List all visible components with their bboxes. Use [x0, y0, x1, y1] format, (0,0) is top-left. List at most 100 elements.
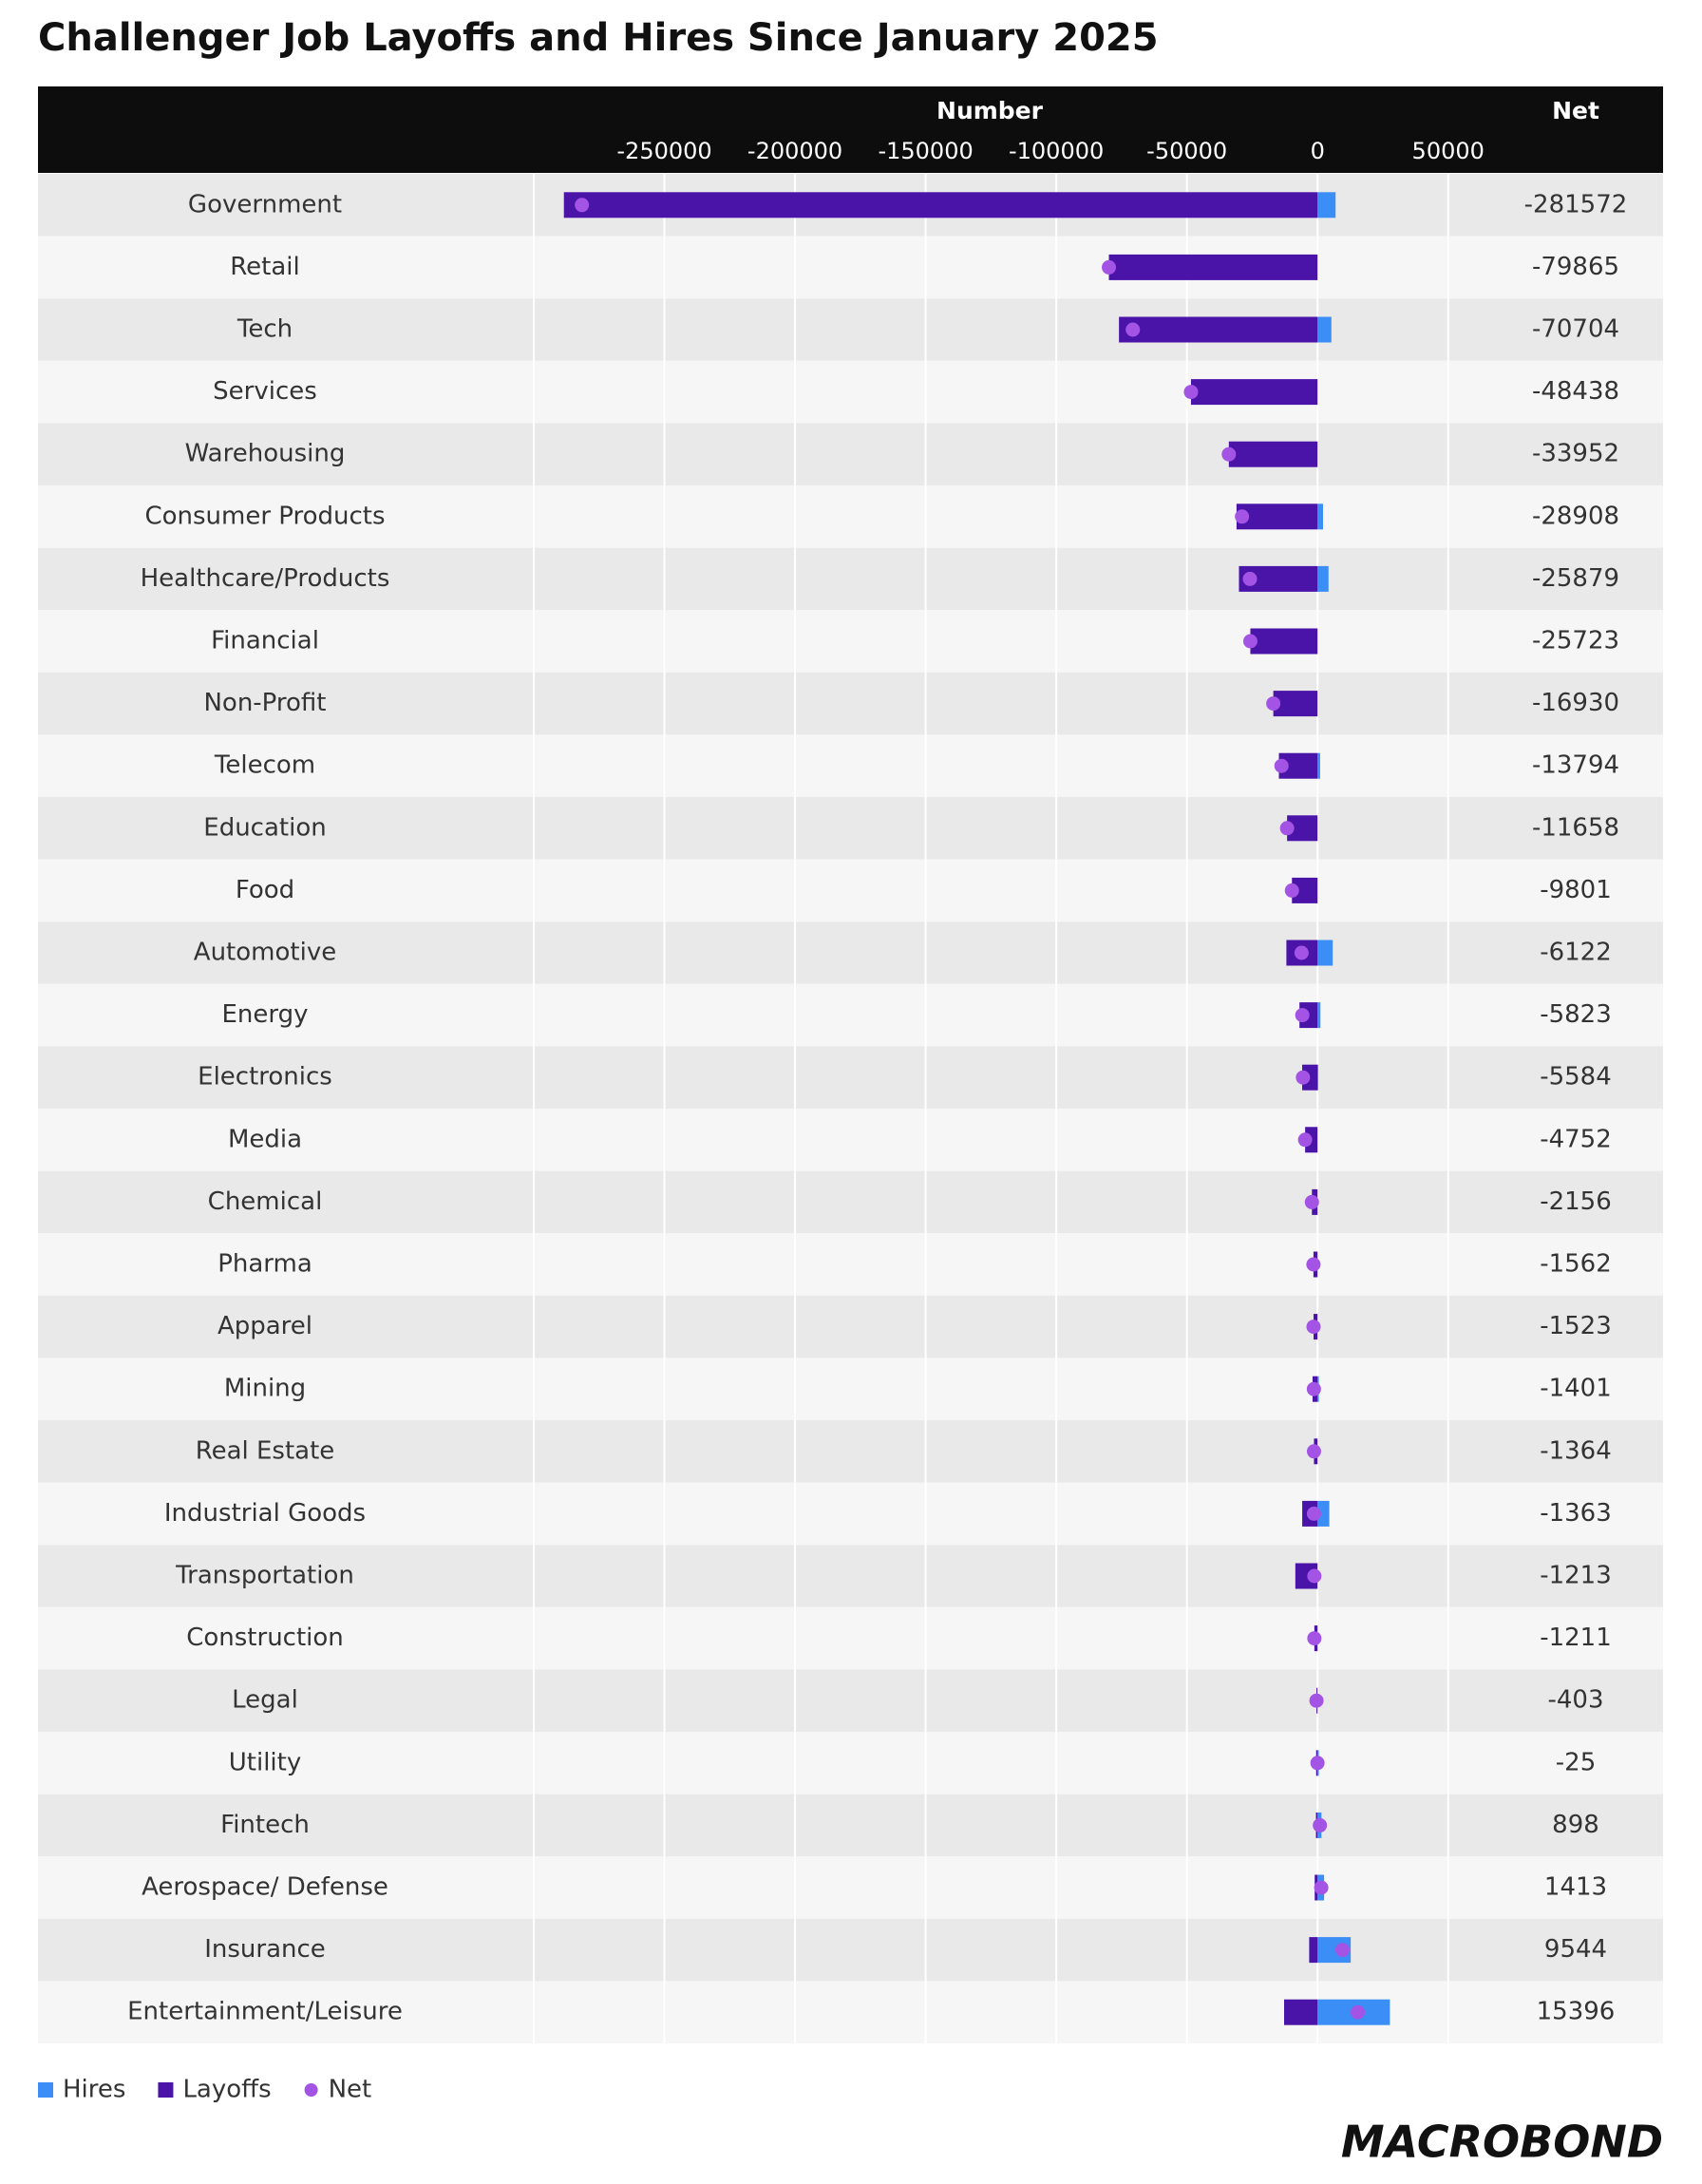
legend-label: Net — [329, 2076, 372, 2104]
net-value: -1562 — [1540, 1250, 1612, 1279]
net-value: -1523 — [1540, 1312, 1612, 1340]
net-value: -403 — [1547, 1686, 1603, 1715]
net-value: -16930 — [1532, 689, 1619, 717]
net-value: -33952 — [1532, 440, 1619, 468]
category-label: Services — [213, 377, 317, 406]
category-label: Industrial Goods — [164, 1499, 366, 1528]
bar — [1228, 441, 1318, 467]
row-band — [38, 859, 1663, 922]
logo: MACROBOND — [1341, 2117, 1663, 2168]
category-label: Tech — [236, 315, 293, 344]
x-tick-label: 50000 — [1412, 138, 1485, 164]
x-tick-label: -100000 — [1009, 138, 1104, 164]
row-band — [38, 672, 1663, 735]
bar — [1317, 503, 1323, 530]
bar — [1317, 1500, 1330, 1527]
row-band — [38, 1606, 1663, 1670]
net-dot — [1295, 1008, 1310, 1023]
net-value: -5584 — [1540, 1063, 1612, 1092]
net-dot — [1306, 1257, 1321, 1272]
net-value: -1211 — [1540, 1624, 1612, 1652]
bar — [563, 192, 1318, 218]
bar — [1317, 940, 1333, 966]
net-dot — [1306, 1320, 1321, 1335]
category-label: Real Estate — [196, 1436, 335, 1465]
bar — [1317, 1002, 1321, 1029]
net-value: 898 — [1552, 1811, 1599, 1839]
net-dot — [1304, 1194, 1319, 1209]
legend-label: Layoffs — [182, 2076, 271, 2104]
legend-label: Hires — [63, 2076, 125, 2104]
net-value: -281572 — [1524, 190, 1628, 218]
net-dot — [1266, 696, 1281, 712]
net-value: -25879 — [1532, 564, 1619, 593]
net-dot — [1235, 509, 1250, 524]
category-label: Food — [236, 876, 294, 904]
row-band — [38, 734, 1663, 797]
bar — [1236, 503, 1318, 530]
bar — [1250, 628, 1318, 655]
net-value: -1363 — [1540, 1499, 1612, 1528]
net-dot — [1221, 446, 1237, 462]
x-tick-label: -50000 — [1146, 138, 1227, 164]
net-dot — [1314, 1880, 1329, 1895]
row-band — [38, 1170, 1663, 1234]
category-label: Electronics — [198, 1063, 332, 1092]
net-value: -48438 — [1532, 377, 1619, 406]
category-label: Apparel — [217, 1312, 312, 1340]
category-label: Media — [228, 1125, 302, 1153]
net-value: -13794 — [1532, 751, 1619, 780]
chart-title: Challenger Job Layoffs and Hires Since J… — [38, 16, 1159, 60]
category-label: Financial — [211, 627, 319, 655]
net-value: -1364 — [1540, 1436, 1612, 1465]
bar — [1317, 316, 1332, 343]
row-band — [38, 298, 1663, 361]
category-label: Fintech — [220, 1811, 310, 1839]
row-band — [38, 1482, 1663, 1546]
row-band — [38, 236, 1663, 299]
row-band — [38, 1358, 1663, 1420]
category-label: Transportation — [175, 1562, 354, 1590]
category-label: Legal — [232, 1686, 298, 1715]
net-dot — [1274, 758, 1289, 773]
net-value: -1213 — [1540, 1562, 1612, 1590]
row-band — [38, 1794, 1663, 1857]
net-dot — [1183, 385, 1199, 400]
net-dot — [1310, 1756, 1325, 1771]
category-label: Warehousing — [185, 440, 346, 468]
row-band — [38, 1669, 1663, 1732]
row-band — [38, 1545, 1663, 1607]
net-dot — [1334, 1943, 1350, 1958]
row-band — [38, 1732, 1663, 1795]
net-dot — [1309, 1693, 1324, 1708]
row-band — [38, 485, 1663, 548]
legend-swatch — [304, 2083, 318, 2097]
net-dot — [1295, 1070, 1311, 1085]
category-label: Government — [188, 190, 342, 218]
net-header: Net — [1552, 97, 1599, 124]
net-value: -79865 — [1532, 253, 1619, 281]
net-value: -5823 — [1540, 1000, 1612, 1029]
bar — [1317, 1064, 1319, 1091]
net-value: -70704 — [1532, 315, 1619, 344]
bar — [1283, 1999, 1318, 2025]
row-band — [38, 610, 1663, 673]
x-tick-label: 0 — [1311, 138, 1325, 164]
legend-swatch — [158, 2082, 174, 2098]
axis-label: Number — [936, 97, 1044, 124]
bar — [1190, 379, 1318, 406]
net-dot — [1306, 1506, 1321, 1521]
net-dot — [1313, 1817, 1328, 1833]
category-label: Construction — [186, 1624, 344, 1652]
row-band — [38, 1918, 1663, 1982]
bar — [1317, 752, 1320, 779]
net-dot — [1242, 634, 1258, 649]
net-dot — [1297, 1132, 1313, 1148]
net-dot — [1284, 883, 1299, 898]
net-dot — [1242, 571, 1258, 586]
row-band — [38, 1295, 1663, 1358]
x-tick-label: -150000 — [878, 138, 973, 164]
net-value: -25723 — [1532, 627, 1619, 655]
net-dot — [1307, 1568, 1322, 1584]
